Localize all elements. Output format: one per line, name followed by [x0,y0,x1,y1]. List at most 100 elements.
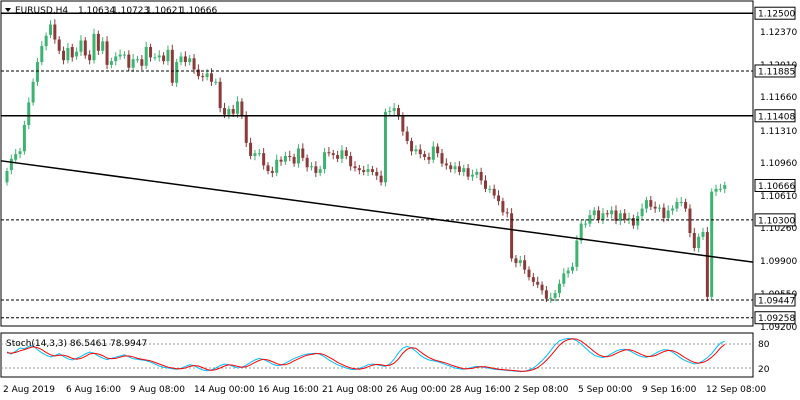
candle-body [475,171,479,175]
candle [92,28,96,64]
time-tick-label: 6 Aug 16:00 [66,385,121,395]
candle [318,165,322,177]
candle [723,181,727,194]
candle-body [114,56,118,62]
candle [144,41,148,70]
price-tick-label: 1.10610 [760,192,797,202]
main-panel-frame [0,0,754,327]
candle-body [240,101,244,116]
candle [14,148,18,164]
candle [444,158,448,170]
candle [162,52,166,65]
price-level-label: 1.11885 [758,67,795,77]
price-level-label: 1.09258 [758,314,795,324]
candle-body [166,49,170,62]
candle-body [431,146,435,160]
candle [244,111,248,148]
collapse-arrow-icon[interactable] [5,8,11,12]
candle [514,255,518,268]
candle-body [305,157,309,168]
candle [562,268,566,288]
price-level-tag [754,293,796,307]
candle [57,36,61,55]
candle [375,167,379,180]
stochastic-layer [1,337,753,373]
price-level-tag [754,213,796,227]
candle-body [375,171,379,176]
trendline[interactable] [0,160,754,263]
candle-body [631,217,635,226]
candle [40,40,44,66]
candle-body [131,59,135,68]
candle-body [383,111,387,183]
candle-body [14,154,18,160]
stochastic-label: Stoch(14,3,3) 86.5461 78.9947 [6,339,147,349]
candle-body [692,233,696,249]
candle [170,44,174,87]
candle-body [370,169,374,172]
candle [44,32,48,51]
candle [649,195,653,210]
candle-body [684,202,688,209]
candle-body [53,24,57,40]
candle [553,289,557,302]
time-tick-label: 9 Sep 16:00 [642,385,697,395]
candle-body [688,208,692,234]
candle-body [366,169,370,172]
candle-body [344,150,348,156]
candle-body [5,171,9,183]
candle-body [170,49,174,83]
candle-body [188,58,192,63]
candle [536,276,540,288]
candle-body [405,131,409,141]
candle [431,141,435,164]
candle-body [88,54,92,61]
candle [692,227,696,252]
candle-body [122,54,126,56]
candle-body [236,101,240,114]
candle-body [201,76,205,78]
candle-body [666,210,670,218]
candle-body [710,191,714,297]
candle-body [57,39,61,51]
candle [9,154,13,175]
candle [640,203,644,220]
candle-body [49,24,52,35]
candle-body [623,213,627,220]
candle-body [610,210,614,215]
price-tick-label: 1.10260 [760,224,797,234]
candle-body [40,46,44,63]
candle-body [127,54,131,68]
candle [114,52,118,66]
time-tick-label: 14 Aug 00:00 [194,385,255,395]
candle-body [22,124,26,152]
candle [183,51,187,67]
candle-body [523,260,527,270]
candle [288,150,292,162]
candle [5,167,9,186]
candle [523,255,527,274]
candle-body [292,156,296,164]
candle [122,51,126,59]
candle-body [183,56,187,63]
candle-body [318,169,322,173]
price-tick-label: 1.09900 [760,257,797,267]
candle [427,152,431,164]
candle-body [497,195,501,202]
candle-body [162,55,166,62]
price-level-tag [754,109,796,123]
candle-body [562,273,566,284]
candle [127,50,131,71]
candle-body [501,201,505,213]
candle [236,96,240,118]
price-level-tag [754,311,796,325]
candle-body [140,59,144,66]
candle [636,211,640,230]
candle [605,209,609,218]
candle [336,150,340,163]
candle [457,161,461,176]
candle-body [144,47,148,66]
candle [383,108,387,187]
candles-layer [5,19,727,303]
candle-body [288,155,292,157]
